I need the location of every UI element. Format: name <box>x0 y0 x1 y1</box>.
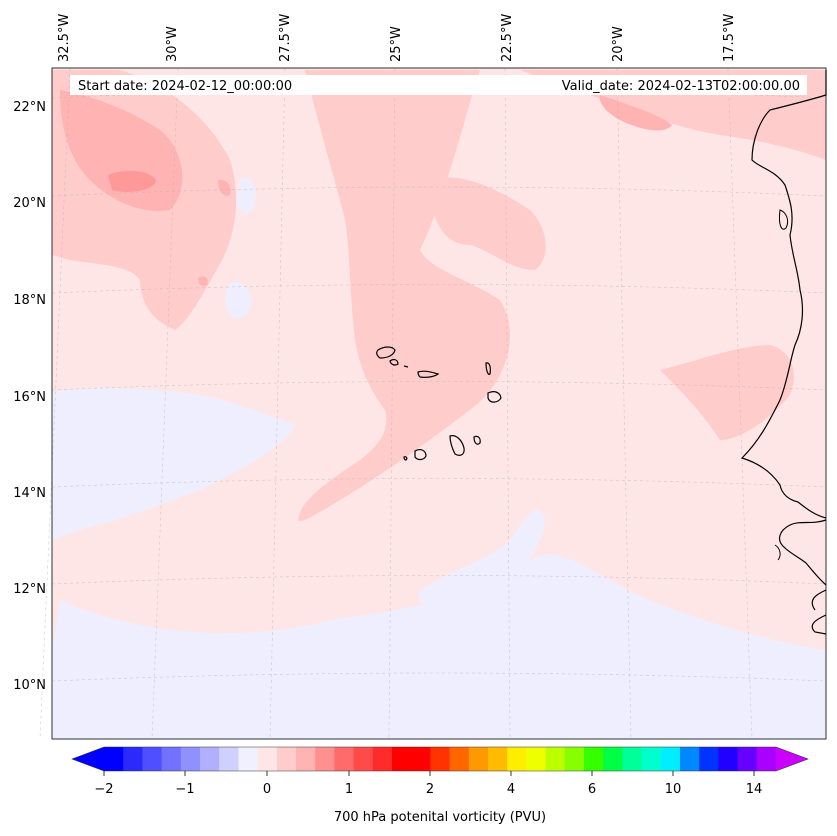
colorbar-cell <box>180 747 201 771</box>
lat-label: 14°N <box>13 486 46 501</box>
pv-max-northwest <box>108 170 156 192</box>
lat-label: 18°N <box>13 293 46 308</box>
lon-label: 32.5°W <box>57 14 72 62</box>
island-santa-luzia <box>403 365 409 368</box>
pv-band-east <box>660 345 794 440</box>
colorbar-cell <box>603 747 623 771</box>
colorbar-cell <box>200 747 220 771</box>
colorbar-cell <box>334 747 355 771</box>
colorbar-cell <box>660 747 681 771</box>
colorbar-cell <box>276 747 297 771</box>
pv-core-northeast <box>599 95 672 131</box>
africa-coast-detail-2 <box>774 544 781 561</box>
colorbar-cell <box>315 747 335 771</box>
colorbar-cell <box>564 747 585 771</box>
colorbar-cell <box>449 747 470 771</box>
colorbar-cell <box>430 747 451 771</box>
colorbar-under-arrow <box>72 747 104 771</box>
colorbar-cell <box>104 747 124 771</box>
negative-pv-patch-2 <box>236 177 256 214</box>
colorbar-tick-label: 4 <box>507 782 515 797</box>
negative-pv-region-center <box>419 509 545 611</box>
colorbar-tick-label: −2 <box>94 782 113 797</box>
lat-label: 16°N <box>13 390 46 405</box>
colorbar-cell <box>737 747 758 771</box>
date-info-box: Start date: 2024-02-12_00:00:00 Valid_da… <box>70 75 807 95</box>
colorbar-cells <box>104 747 777 771</box>
pv-blob-central-east <box>430 177 546 270</box>
lon-label: 22.5°W <box>500 14 515 62</box>
island-santo-antao <box>376 346 396 359</box>
lon-label: 30°W <box>165 26 180 62</box>
island-boa-vista <box>487 391 502 403</box>
negative-pv-patch <box>225 282 252 319</box>
colorbar-tick-label: −1 <box>175 782 194 797</box>
colorbar-cell <box>468 747 489 771</box>
map-frame <box>51 67 827 740</box>
lon-label: 20°W <box>611 26 626 62</box>
cape-verde-islands <box>376 346 502 461</box>
pv-trough-central <box>298 70 510 522</box>
lon-label: 25°W <box>389 26 404 62</box>
island-fogo <box>414 449 427 461</box>
lon-label: 27.5°W <box>278 14 293 62</box>
pv-patch-small-1 <box>218 179 231 196</box>
start-date-label: Start date: 2024-02-12_00:00:00 <box>78 79 292 94</box>
colorbar-cell <box>296 747 316 771</box>
colorbar: −2 −1 0 1 2 4 6 10 14 700 hPa potenital vorticit… <box>71 746 809 825</box>
pv-patch-small-2 <box>198 276 208 287</box>
colorbar-cell <box>411 747 431 771</box>
colorbar-over-arrow <box>776 747 808 771</box>
colorbar-ticks: −2 −1 0 1 2 4 6 10 14 <box>94 771 762 797</box>
colorbar-cell <box>392 747 412 771</box>
colorbar-cell <box>756 747 777 771</box>
lat-label: 22°N <box>13 100 46 115</box>
longitude-labels: 32.5°W 30°W 27.5°W 25°W 22.5°W 20°W 17.5… <box>57 14 737 62</box>
colorbar-cell <box>545 747 566 771</box>
colorbar-cell <box>161 747 182 771</box>
colorbar-cell <box>219 747 239 771</box>
colorbar-cell <box>641 747 662 771</box>
colorbar-cell <box>353 747 374 771</box>
date-info-background <box>70 75 807 95</box>
lon-label: 17.5°W <box>722 14 737 62</box>
island-sal <box>485 362 491 375</box>
colorbar-tick-label: 10 <box>665 782 682 797</box>
island-brava <box>403 456 408 461</box>
colorbar-cell <box>699 747 719 771</box>
colorbar-cell <box>372 747 393 771</box>
negative-pv-region-west <box>52 388 296 540</box>
colorbar-cell <box>584 747 604 771</box>
island-sao-vicente <box>389 358 399 366</box>
latitude-labels: 22°N 20°N 18°N 16°N 14°N 12°N 10°N <box>13 100 46 693</box>
colorbar-cell <box>680 747 700 771</box>
island-santiago <box>449 435 465 456</box>
colorbar-cell <box>488 747 508 771</box>
island-maio <box>473 435 481 445</box>
colorbar-cell <box>507 747 527 771</box>
colorbar-cell <box>526 747 547 771</box>
island-sao-nicolau <box>417 370 440 378</box>
africa-coast-detail-1 <box>779 209 789 230</box>
colorbar-cell <box>123 747 143 771</box>
colorbar-cell <box>622 747 643 771</box>
valid-date-label: Valid_date: 2024-02-13T02:00:00.00 <box>562 79 800 94</box>
colorbar-tick-label: 1 <box>345 782 353 797</box>
colorbar-cell <box>718 747 739 771</box>
colorbar-tick-label: 2 <box>426 782 434 797</box>
colorbar-label: 700 hPa potenital vorticity (PVU) <box>334 810 546 825</box>
lat-label: 10°N <box>13 678 46 693</box>
map-panel <box>39 67 827 740</box>
colorbar-cell <box>257 747 278 771</box>
colorbar-tick-label: 0 <box>263 782 271 797</box>
lat-label: 20°N <box>13 196 46 211</box>
africa-coastline <box>740 70 827 635</box>
negative-pv-region-south <box>52 554 826 739</box>
colorbar-cell <box>238 747 259 771</box>
colorbar-cell <box>142 747 163 771</box>
colorbar-tick-label: 6 <box>588 782 596 797</box>
lat-label: 12°N <box>13 582 46 597</box>
colorbar-tick-label: 14 <box>746 782 763 797</box>
